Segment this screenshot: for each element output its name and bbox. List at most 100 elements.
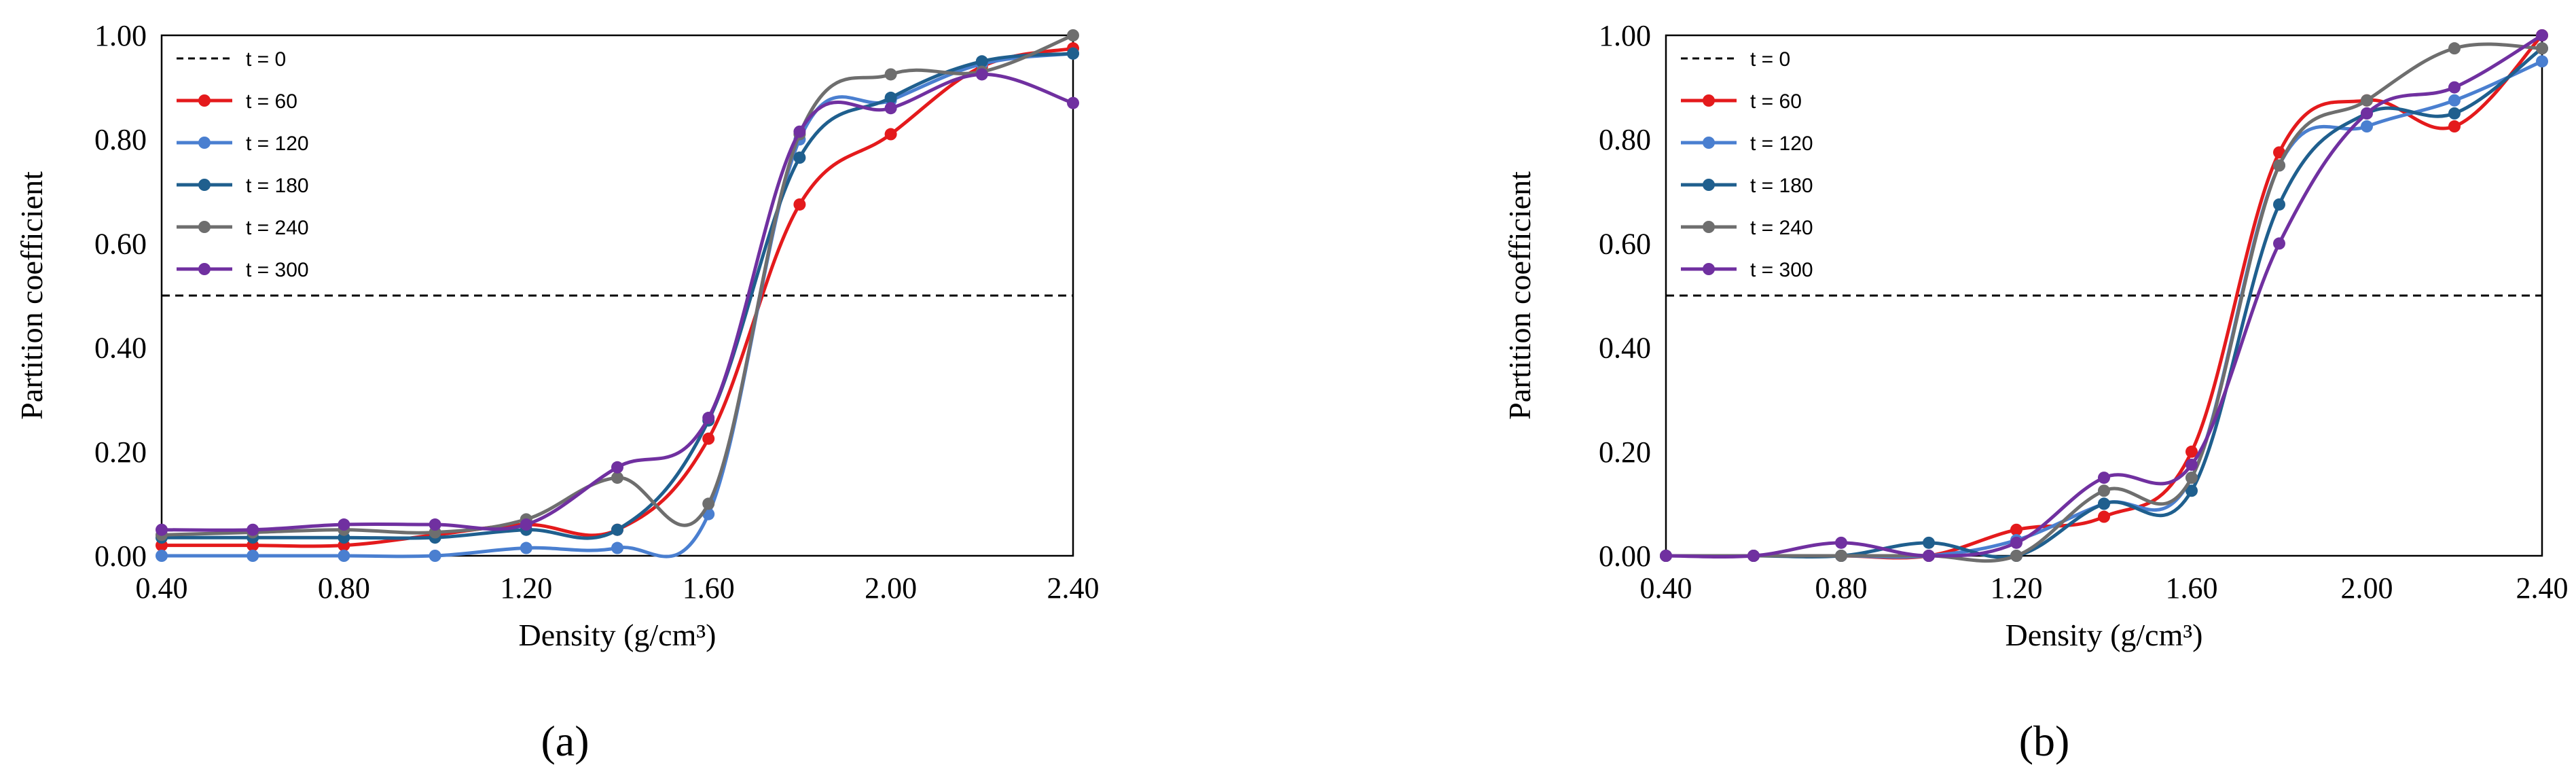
data-point bbox=[1835, 536, 1847, 549]
x-tick-label: 2.40 bbox=[2516, 571, 2569, 605]
series-line-t300 bbox=[1664, 33, 2544, 559]
data-point bbox=[2185, 484, 2198, 497]
legend-marker bbox=[198, 263, 211, 275]
legend-entry-label: t = 300 bbox=[246, 259, 309, 281]
x-tick-label: 0.80 bbox=[318, 571, 370, 605]
data-point bbox=[1067, 96, 1079, 109]
series-t300 bbox=[156, 68, 1079, 536]
legend-marker bbox=[198, 94, 211, 107]
series-line-t60 bbox=[160, 46, 1075, 548]
legend-marker bbox=[1703, 179, 1715, 191]
legend-marker bbox=[1703, 137, 1715, 149]
data-point bbox=[2098, 484, 2110, 497]
data-point bbox=[793, 198, 806, 211]
data-point bbox=[884, 91, 897, 104]
legend-marker bbox=[1703, 263, 1715, 275]
data-point bbox=[2273, 198, 2285, 211]
series-t300 bbox=[1660, 29, 2548, 562]
y-tick-label: 1.00 bbox=[94, 19, 147, 52]
y-tick-label: 0.40 bbox=[94, 332, 147, 365]
data-point bbox=[1747, 550, 1760, 562]
legend-entry-label: t = 60 bbox=[246, 90, 297, 113]
x-axis-title: Density (g/cm³) bbox=[2005, 618, 2202, 652]
data-point bbox=[702, 432, 715, 445]
y-tick-label: 0.60 bbox=[94, 227, 147, 260]
legend-entry-label: t = 0 bbox=[1750, 48, 1790, 71]
legend-marker bbox=[198, 137, 211, 149]
data-point bbox=[884, 68, 897, 81]
legend-entry-label: t = 60 bbox=[1750, 90, 1802, 113]
x-tick-label: 0.80 bbox=[1815, 571, 1868, 605]
data-point bbox=[1923, 550, 1935, 562]
data-point bbox=[611, 523, 623, 536]
data-point bbox=[2098, 510, 2110, 523]
data-point bbox=[2448, 107, 2461, 120]
data-point bbox=[793, 125, 806, 138]
series-t120 bbox=[156, 47, 1079, 562]
legend-entry-label: t = 240 bbox=[1750, 217, 1813, 239]
data-point bbox=[702, 412, 715, 425]
legend-marker bbox=[1703, 94, 1715, 107]
data-point bbox=[2448, 120, 2461, 133]
legend-entry-label: t = 180 bbox=[1750, 175, 1813, 197]
y-tick-label: 0.00 bbox=[1599, 539, 1651, 573]
data-point bbox=[2185, 472, 2198, 484]
data-point bbox=[2010, 536, 2022, 549]
data-point bbox=[2361, 94, 2373, 107]
data-point bbox=[2273, 237, 2285, 250]
chart-panel-b: 0.00 0.20 0.40 0.60 0.80 1.00 0.40 0.80 1.20 1.60… bbox=[1502, 19, 2569, 765]
data-point bbox=[1835, 550, 1847, 562]
series-line-t240 bbox=[160, 33, 1075, 537]
data-point bbox=[156, 523, 168, 536]
data-point bbox=[1660, 550, 1672, 562]
legend: t = 0 t = 60 t = 120 t = 180 t = 240 t = 300 bbox=[177, 48, 309, 281]
data-point bbox=[338, 550, 350, 562]
legend-marker bbox=[198, 221, 211, 233]
data-point bbox=[793, 152, 806, 164]
data-point bbox=[2448, 42, 2461, 55]
x-tick-label: 1.60 bbox=[683, 571, 735, 605]
data-point bbox=[2361, 107, 2373, 120]
y-tick-label: 1.00 bbox=[1599, 19, 1651, 52]
data-point bbox=[2536, 55, 2548, 68]
legend-marker bbox=[1703, 221, 1715, 233]
x-tick-label: 2.00 bbox=[865, 571, 917, 605]
y-tick-label: 0.20 bbox=[1599, 436, 1651, 469]
legend-entry-label: t = 300 bbox=[1750, 259, 1813, 281]
data-point bbox=[884, 128, 897, 141]
y-tick-label: 0.60 bbox=[1599, 227, 1651, 260]
data-point bbox=[2448, 81, 2461, 94]
legend: t = 0 t = 60 t = 120 t = 180 t = 240 t = 300 bbox=[1681, 48, 1813, 281]
legend-entry-label: t = 0 bbox=[246, 48, 286, 71]
x-tick-label: 0.40 bbox=[1640, 571, 1692, 605]
data-point bbox=[702, 497, 715, 510]
y-tick-label: 0.80 bbox=[1599, 123, 1651, 156]
y-tick-label: 0.00 bbox=[94, 539, 147, 573]
panel-label: (b) bbox=[2019, 717, 2070, 765]
x-axis-title: Density (g/cm³) bbox=[518, 618, 716, 652]
legend-entry-label: t = 120 bbox=[246, 132, 309, 155]
data-point bbox=[2273, 159, 2285, 172]
x-tick-label: 1.20 bbox=[500, 571, 552, 605]
data-point bbox=[2098, 497, 2110, 510]
x-tick-label: 0.40 bbox=[136, 571, 188, 605]
legend-entry-label: t = 240 bbox=[246, 217, 309, 239]
data-point bbox=[2361, 120, 2373, 133]
y-tick-label: 0.20 bbox=[94, 436, 147, 469]
data-point bbox=[2536, 29, 2548, 41]
data-point bbox=[2448, 94, 2461, 107]
data-point bbox=[1923, 536, 1935, 549]
y-axis-title: Partition coefficient bbox=[14, 171, 49, 420]
data-point bbox=[520, 518, 532, 531]
data-point bbox=[520, 542, 532, 554]
x-tick-label: 1.60 bbox=[2166, 571, 2218, 605]
data-point bbox=[338, 518, 350, 531]
data-point bbox=[975, 55, 988, 68]
x-tick-label: 2.00 bbox=[2341, 571, 2393, 605]
chart-panel-a: 0.00 0.20 0.40 0.60 0.80 1.00 0.40 0.80 1.20 1.60… bbox=[14, 19, 1100, 765]
panel-label: (a) bbox=[541, 717, 589, 765]
x-tick-label: 2.40 bbox=[1047, 571, 1100, 605]
data-point bbox=[2010, 523, 2022, 536]
data-point bbox=[2098, 472, 2110, 484]
